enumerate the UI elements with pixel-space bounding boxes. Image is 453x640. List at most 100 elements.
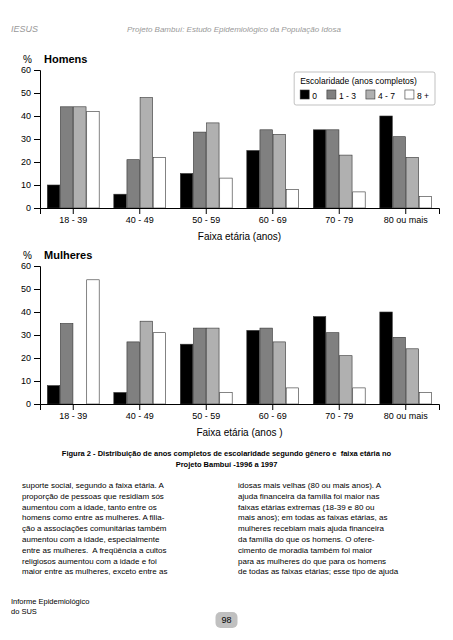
- bar: [406, 157, 418, 208]
- legend-item: 1 - 3: [327, 90, 356, 101]
- bar: [127, 160, 139, 208]
- bar: [74, 107, 86, 208]
- x-tick-label: 80 ou mais: [384, 215, 429, 225]
- x-tick: 70 - 79: [325, 208, 353, 225]
- bar: [353, 192, 365, 208]
- chart-title-line: Homens: [44, 53, 87, 65]
- legend-frame: [294, 72, 435, 105]
- x-tick-label: 70 - 79: [325, 411, 353, 421]
- bar: [207, 328, 219, 404]
- body-text-line: homens como entre as mulheres. A filia-: [22, 513, 165, 522]
- legend-label: 8 +: [417, 91, 429, 101]
- x-tick: 60 - 69: [259, 208, 287, 225]
- bar: [140, 98, 152, 208]
- body-text-line: para as mulheres do que para os homens: [238, 557, 386, 566]
- x-tick-label: 40 - 49: [126, 411, 154, 421]
- chart-title: Mulheres: [44, 249, 92, 261]
- y-tick-label: 0: [26, 203, 31, 213]
- y-tick-label: 20: [21, 157, 31, 167]
- y-tick-mark: [34, 139, 40, 140]
- x-tick: 50 - 59: [192, 404, 220, 421]
- header-title: Projeto Bambuí: Estudo Epidemiológico da…: [127, 25, 341, 34]
- legend-item: 8 +: [405, 90, 429, 101]
- x-tick: 18 - 39: [59, 208, 87, 225]
- y-tick-label: 10: [21, 376, 31, 386]
- bar: [353, 388, 365, 404]
- y-tick-mark: [34, 116, 40, 117]
- chart-title: Homens: [44, 53, 87, 65]
- legend-label: 4 - 7: [378, 91, 395, 101]
- bar: [380, 312, 392, 404]
- caption-line: Projeto Bambuí -1996 a 1997: [176, 460, 278, 469]
- y-tick-mark: [34, 162, 40, 163]
- footer-line: Informe Epidemiológico: [11, 597, 89, 606]
- x-tick: 80 ou mais: [384, 404, 429, 421]
- axis-domain: [41, 405, 440, 411]
- x-tick-mark: [339, 208, 340, 214]
- y-tick-label: 20: [21, 353, 31, 363]
- x-tick-mark: [73, 208, 74, 214]
- bar: [419, 393, 431, 405]
- x-tick-label: 50 - 59: [192, 411, 220, 421]
- header-left-line: IESUS: [11, 24, 38, 34]
- x-tick-label: 80 ou mais: [384, 411, 429, 421]
- legend-swatch: [405, 90, 414, 99]
- bar: [207, 123, 219, 208]
- x-tick-label: 60 - 69: [259, 215, 287, 225]
- bar: [419, 197, 431, 209]
- x-tick-label: 18 - 39: [59, 215, 87, 225]
- bar: [406, 349, 418, 404]
- bar: [260, 328, 272, 404]
- y-tick-label: 50: [21, 88, 31, 98]
- y-tick: 40: [21, 307, 40, 317]
- bar: [260, 130, 272, 208]
- y-tick-label: 10: [21, 180, 31, 190]
- x-tick-mark: [405, 404, 406, 410]
- y-tick: 30: [21, 330, 40, 340]
- bar: [180, 174, 192, 209]
- y-tick: 30: [21, 134, 40, 144]
- y-tick-mark: [34, 358, 40, 359]
- bars: [47, 280, 431, 404]
- x-tick: 50 - 59: [192, 208, 220, 225]
- x-tick: 70 - 79: [325, 404, 353, 421]
- x-tick-mark: [272, 404, 273, 410]
- body-text-line: entre as mulheres. A freqüência a cultos: [22, 546, 167, 555]
- x-tick-mark: [139, 208, 140, 214]
- bar: [273, 342, 285, 404]
- bar: [220, 393, 232, 405]
- y-tick-mark: [34, 381, 40, 382]
- y-tick: 0: [26, 203, 40, 213]
- body-text-line: ajuda financeira da família foi maior na…: [238, 492, 379, 501]
- bar: [313, 130, 325, 208]
- header-left: IESUS: [11, 24, 38, 34]
- y-tick-mark: [34, 289, 40, 290]
- y-axis: 0102030405060: [21, 65, 41, 213]
- legend-swatch: [366, 90, 375, 99]
- x-axis-label-line: Faixa etária (anos): [198, 231, 281, 242]
- y-tick-label: 40: [21, 111, 31, 121]
- bar: [47, 185, 59, 208]
- caption: Figura 2 - Distribuição de anos completo…: [62, 449, 392, 469]
- body-text-line: da família do que os homens. O ofere-: [238, 535, 375, 544]
- series: [87, 111, 432, 208]
- legend-item: 0: [300, 90, 317, 101]
- x-tick-mark: [139, 404, 140, 410]
- caption-line: Figura 2 - Distribuição de anos completo…: [62, 449, 392, 458]
- x-tick-mark: [206, 404, 207, 410]
- x-tick-mark: [272, 208, 273, 214]
- series: [60, 107, 405, 208]
- body-text-line: ção a associações comunitárias também: [22, 524, 167, 533]
- bar: [247, 330, 259, 404]
- axis-domain: [41, 209, 440, 215]
- x-tick-label: 70 - 79: [325, 215, 353, 225]
- y-tick: 20: [21, 157, 40, 167]
- bar: [114, 393, 126, 405]
- y-axis-label: %: [23, 250, 32, 261]
- bar: [87, 111, 99, 208]
- y-tick: 10: [21, 180, 40, 190]
- bar: [326, 130, 338, 208]
- page-number: 98: [221, 615, 231, 625]
- x-tick: 18 - 39: [59, 404, 87, 421]
- bar: [393, 137, 405, 208]
